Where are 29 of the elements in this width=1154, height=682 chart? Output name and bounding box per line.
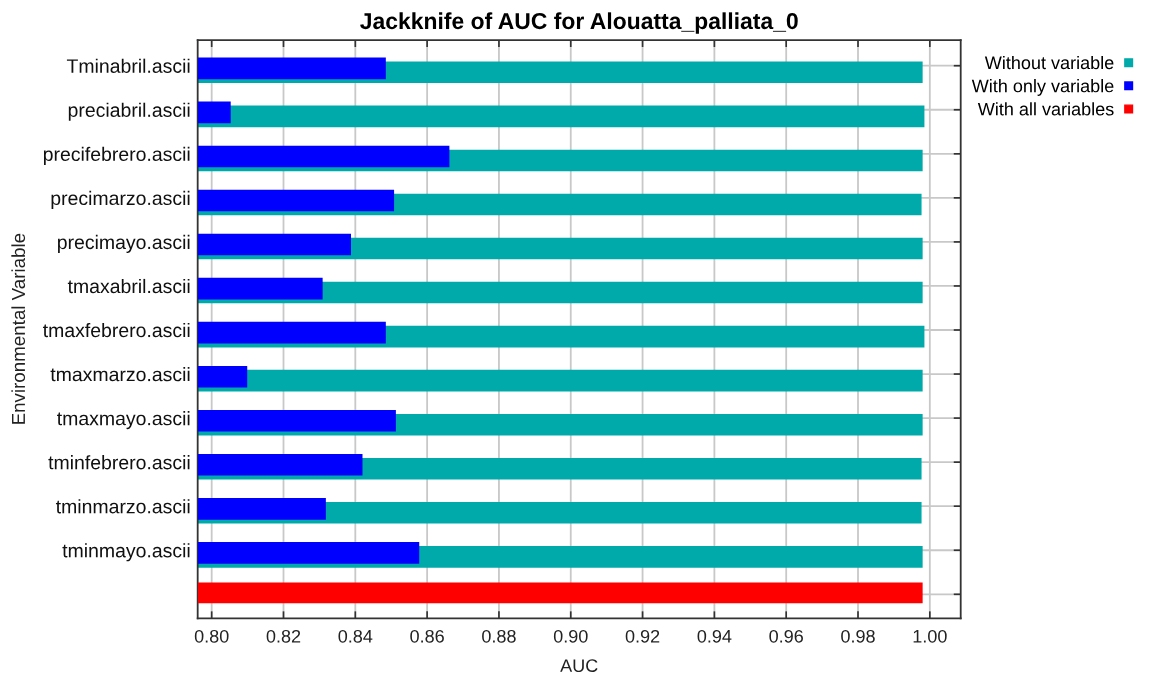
x-tick-label: 0.90 <box>553 629 588 643</box>
y-tick-label: precifebrero.ascii <box>43 146 190 165</box>
x-tick-label: 0.80 <box>194 629 229 643</box>
x-tick-label: 0.96 <box>769 629 803 643</box>
chart-title: Jackknife of AUC for Alouatta_palliata_0 <box>360 12 798 34</box>
y-tick-label: tmaxmarzo.ascii <box>50 367 190 382</box>
x-tick-label: 0.88 <box>482 629 516 643</box>
y-tick-label: precimarzo.ascii <box>51 190 190 209</box>
x-tick-label: 1.00 <box>913 629 947 643</box>
legend-label: With only variable <box>971 79 1114 96</box>
y-tick-label: tmaxmayo.ascii <box>57 411 190 430</box>
legend-label: Without variable <box>984 55 1114 70</box>
x-tick-label: 0.92 <box>625 629 660 643</box>
x-tick-label: 0.98 <box>841 629 875 643</box>
x-tick-label: 0.94 <box>697 629 732 643</box>
legend-label: With all variables <box>977 102 1114 116</box>
y-tick-label: tmaxabril.ascii <box>67 278 190 294</box>
x-tick-label: 0.86 <box>410 629 444 643</box>
y-tick-label: tminmayo.ascii <box>62 543 190 562</box>
y-tick-label: tminmarzo.ascii <box>55 499 190 514</box>
y-tick-label: precimayo.ascii <box>58 234 190 253</box>
x-axis-title: AUC <box>560 659 598 673</box>
y-tick-label: preciabril.ascii <box>68 102 190 121</box>
y-tick-label: Tminabril.ascii <box>66 58 190 73</box>
y-axis-title: Environmental Variable <box>11 233 26 424</box>
x-tick-label: 0.84 <box>338 629 373 643</box>
y-tick-label: tmaxfebrero.ascii <box>42 322 190 338</box>
y-tick-label: tminfebrero.ascii <box>48 455 190 470</box>
x-tick-label: 0.82 <box>266 629 301 643</box>
